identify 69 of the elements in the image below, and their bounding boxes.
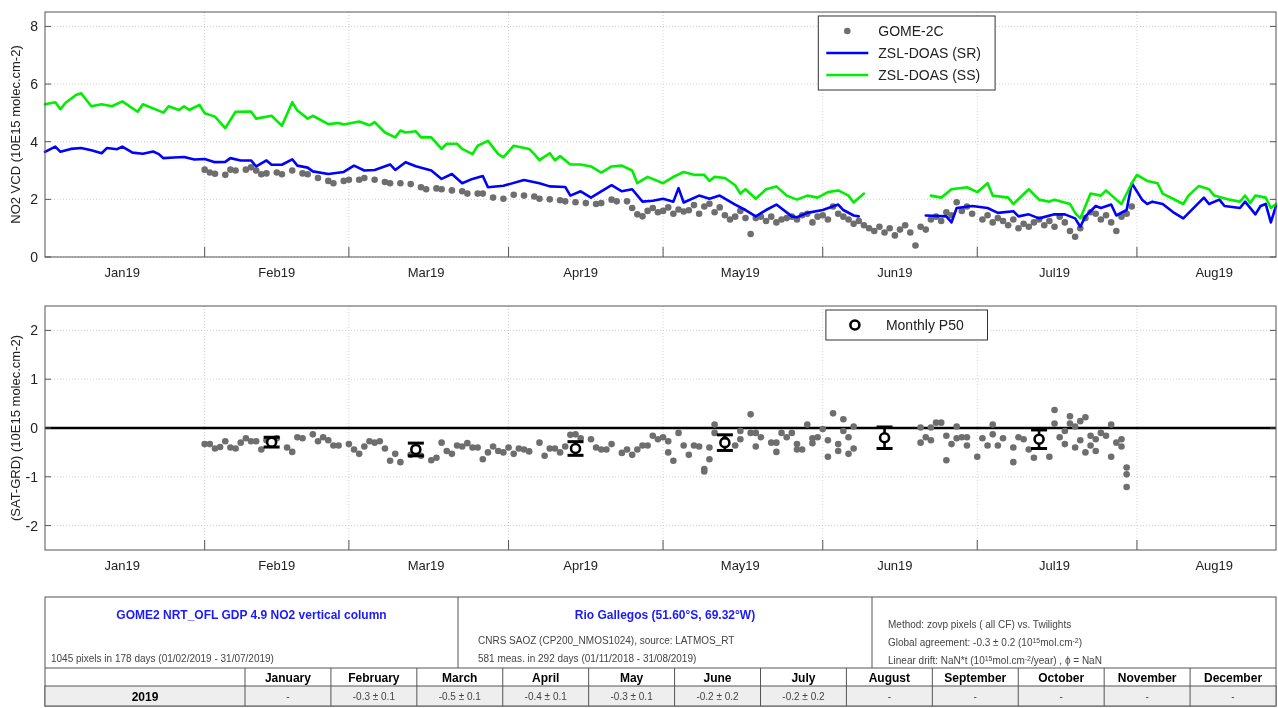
text: -0.5 ± 0.1 [438, 691, 481, 702]
x-tick-label: May19 [720, 558, 760, 573]
x-tick-label: Aug19 [1195, 558, 1233, 573]
y-axis-title: (SAT-GRD) (10E15 molec.cm-2) [8, 334, 23, 522]
x-tick-label: Mar19 [407, 265, 445, 280]
y-tick-label: -1 [25, 468, 39, 485]
text: - [1145, 691, 1149, 702]
text: -0.2 ± 0.2 [782, 691, 825, 702]
category-label: July [791, 671, 816, 685]
y-tick-label: 6 [30, 76, 39, 93]
text: Global agreement: -0.3 ± 0.2 (10$^{15}$mol.cm$^{-2}$) [888, 636, 1083, 648]
category-label: February [348, 671, 400, 685]
text: 1045 pixels in 178 days (01/02/2019 - 31/07/2019) [51, 653, 274, 664]
x-tick-label: Apr19 [563, 265, 599, 280]
text: Linear drift: NaN*t (10$^{15}$mol.cm$^{-2}$/year) , ϕ = NaN [888, 654, 1102, 666]
x-tick-label: Jul19 [1038, 558, 1071, 573]
text: 581 meas. in 292 days (01/11/2018 - 31/08/2019) [478, 653, 697, 664]
point [410, 443, 422, 456]
category-label: 2019 [131, 690, 159, 704]
text: -0.3 ± 0.1 [610, 691, 653, 702]
text: - [1231, 691, 1235, 702]
text: - [887, 691, 892, 702]
text: Method: zovp pixels ( all CF) vs. Twilights [888, 619, 1072, 630]
text: -0.4 ± 0.1 [524, 691, 567, 702]
x-tick-label: Jan19 [104, 265, 140, 280]
y-tick-label: 1 [30, 371, 39, 388]
point [719, 436, 731, 449]
text: - [973, 691, 977, 702]
category-label: November [1117, 671, 1177, 685]
point [1033, 433, 1045, 446]
y-tick-label: 8 [30, 18, 39, 35]
category-label: March [442, 671, 478, 685]
x-tick-label: Feb19 [258, 558, 296, 573]
x-tick-label: Jan19 [104, 558, 140, 573]
y-tick-label: 4 [30, 133, 39, 150]
x-tick-label: Jul19 [1038, 265, 1071, 280]
y-tick-label: 2 [30, 322, 39, 339]
point [878, 431, 891, 444]
text: CNRS SAOZ (CP200_NMOS1024), source: LATMOS_RT [478, 635, 735, 646]
category-label: October [1038, 671, 1085, 685]
category-label: December [1204, 671, 1263, 685]
legend-label: Monthly P50 [885, 317, 964, 333]
legend-label: ZSL-DOAS (SS) [878, 67, 981, 83]
category-label: June [703, 671, 732, 685]
text: GOME2 NRT_OFL GDP 4.9 NO2 vertical column [116, 608, 387, 622]
legend-label: GOME-2C [878, 23, 944, 39]
x-tick-label: Aug19 [1195, 265, 1233, 280]
x-tick-label: Feb19 [258, 265, 296, 280]
x-tick-label: Apr19 [563, 558, 599, 573]
x-tick-label: Jun19 [877, 558, 913, 573]
x-tick-label: Mar19 [407, 558, 445, 573]
text: Rio Gallegos (51.60°S, 69.32°W) [574, 608, 756, 622]
text: - [286, 691, 290, 702]
y-axis-title: NO2 VCD (10E15 molec.cm-2) [8, 45, 23, 224]
category-label: January [264, 671, 312, 685]
text: - [1059, 691, 1063, 702]
y-tick-label: -2 [25, 517, 39, 534]
text: -0.3 ± 0.1 [352, 691, 395, 702]
category-label: April [532, 671, 560, 685]
category-label: May [619, 671, 644, 685]
y-tick-label: 0 [30, 249, 39, 265]
text: -0.2 ± 0.2 [696, 691, 739, 702]
y-tick-label: 2 [30, 191, 39, 208]
x-tick-label: May19 [720, 265, 760, 280]
y-tick-label: 0 [30, 420, 39, 436]
legend-label: ZSL-DOAS (SR) [878, 45, 981, 61]
category-label: August [868, 671, 911, 685]
x-tick-label: Jun19 [877, 265, 913, 280]
category-label: September [944, 671, 1007, 685]
